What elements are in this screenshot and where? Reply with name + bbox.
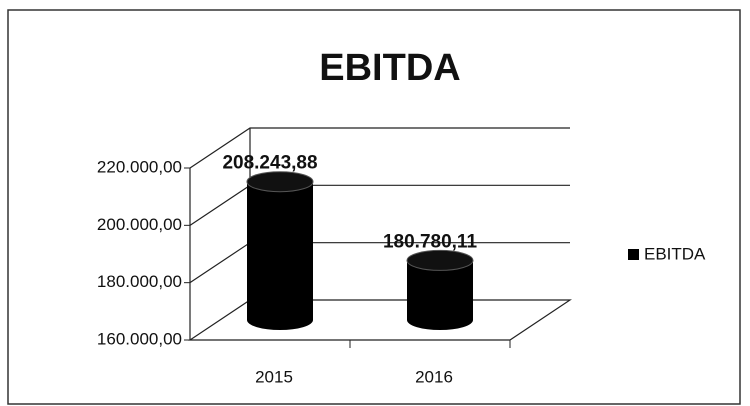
bar (407, 250, 473, 330)
bar-top (406, 249, 474, 271)
chart-frame (7, 9, 741, 405)
bar-top (246, 171, 314, 193)
floor (188, 299, 572, 341)
y-tick-label: 180.000,00 (97, 272, 182, 291)
data-label: 208.243,88 (222, 153, 317, 174)
y-tick-label: 200.000,00 (97, 215, 182, 234)
grid-line (189, 127, 570, 169)
legend-swatch (628, 249, 639, 260)
x-tick-label: 2016 (415, 367, 453, 386)
bar (247, 171, 313, 330)
x-tick-label: 2015 (255, 367, 293, 386)
legend-label: EBITDA (644, 244, 706, 263)
y-tick-label: 220.000,00 (97, 157, 182, 176)
data-label: 180.780,11 (383, 231, 477, 252)
chart-title: EBITDA (319, 47, 460, 89)
y-tick-label: 160.000,00 (97, 329, 182, 348)
